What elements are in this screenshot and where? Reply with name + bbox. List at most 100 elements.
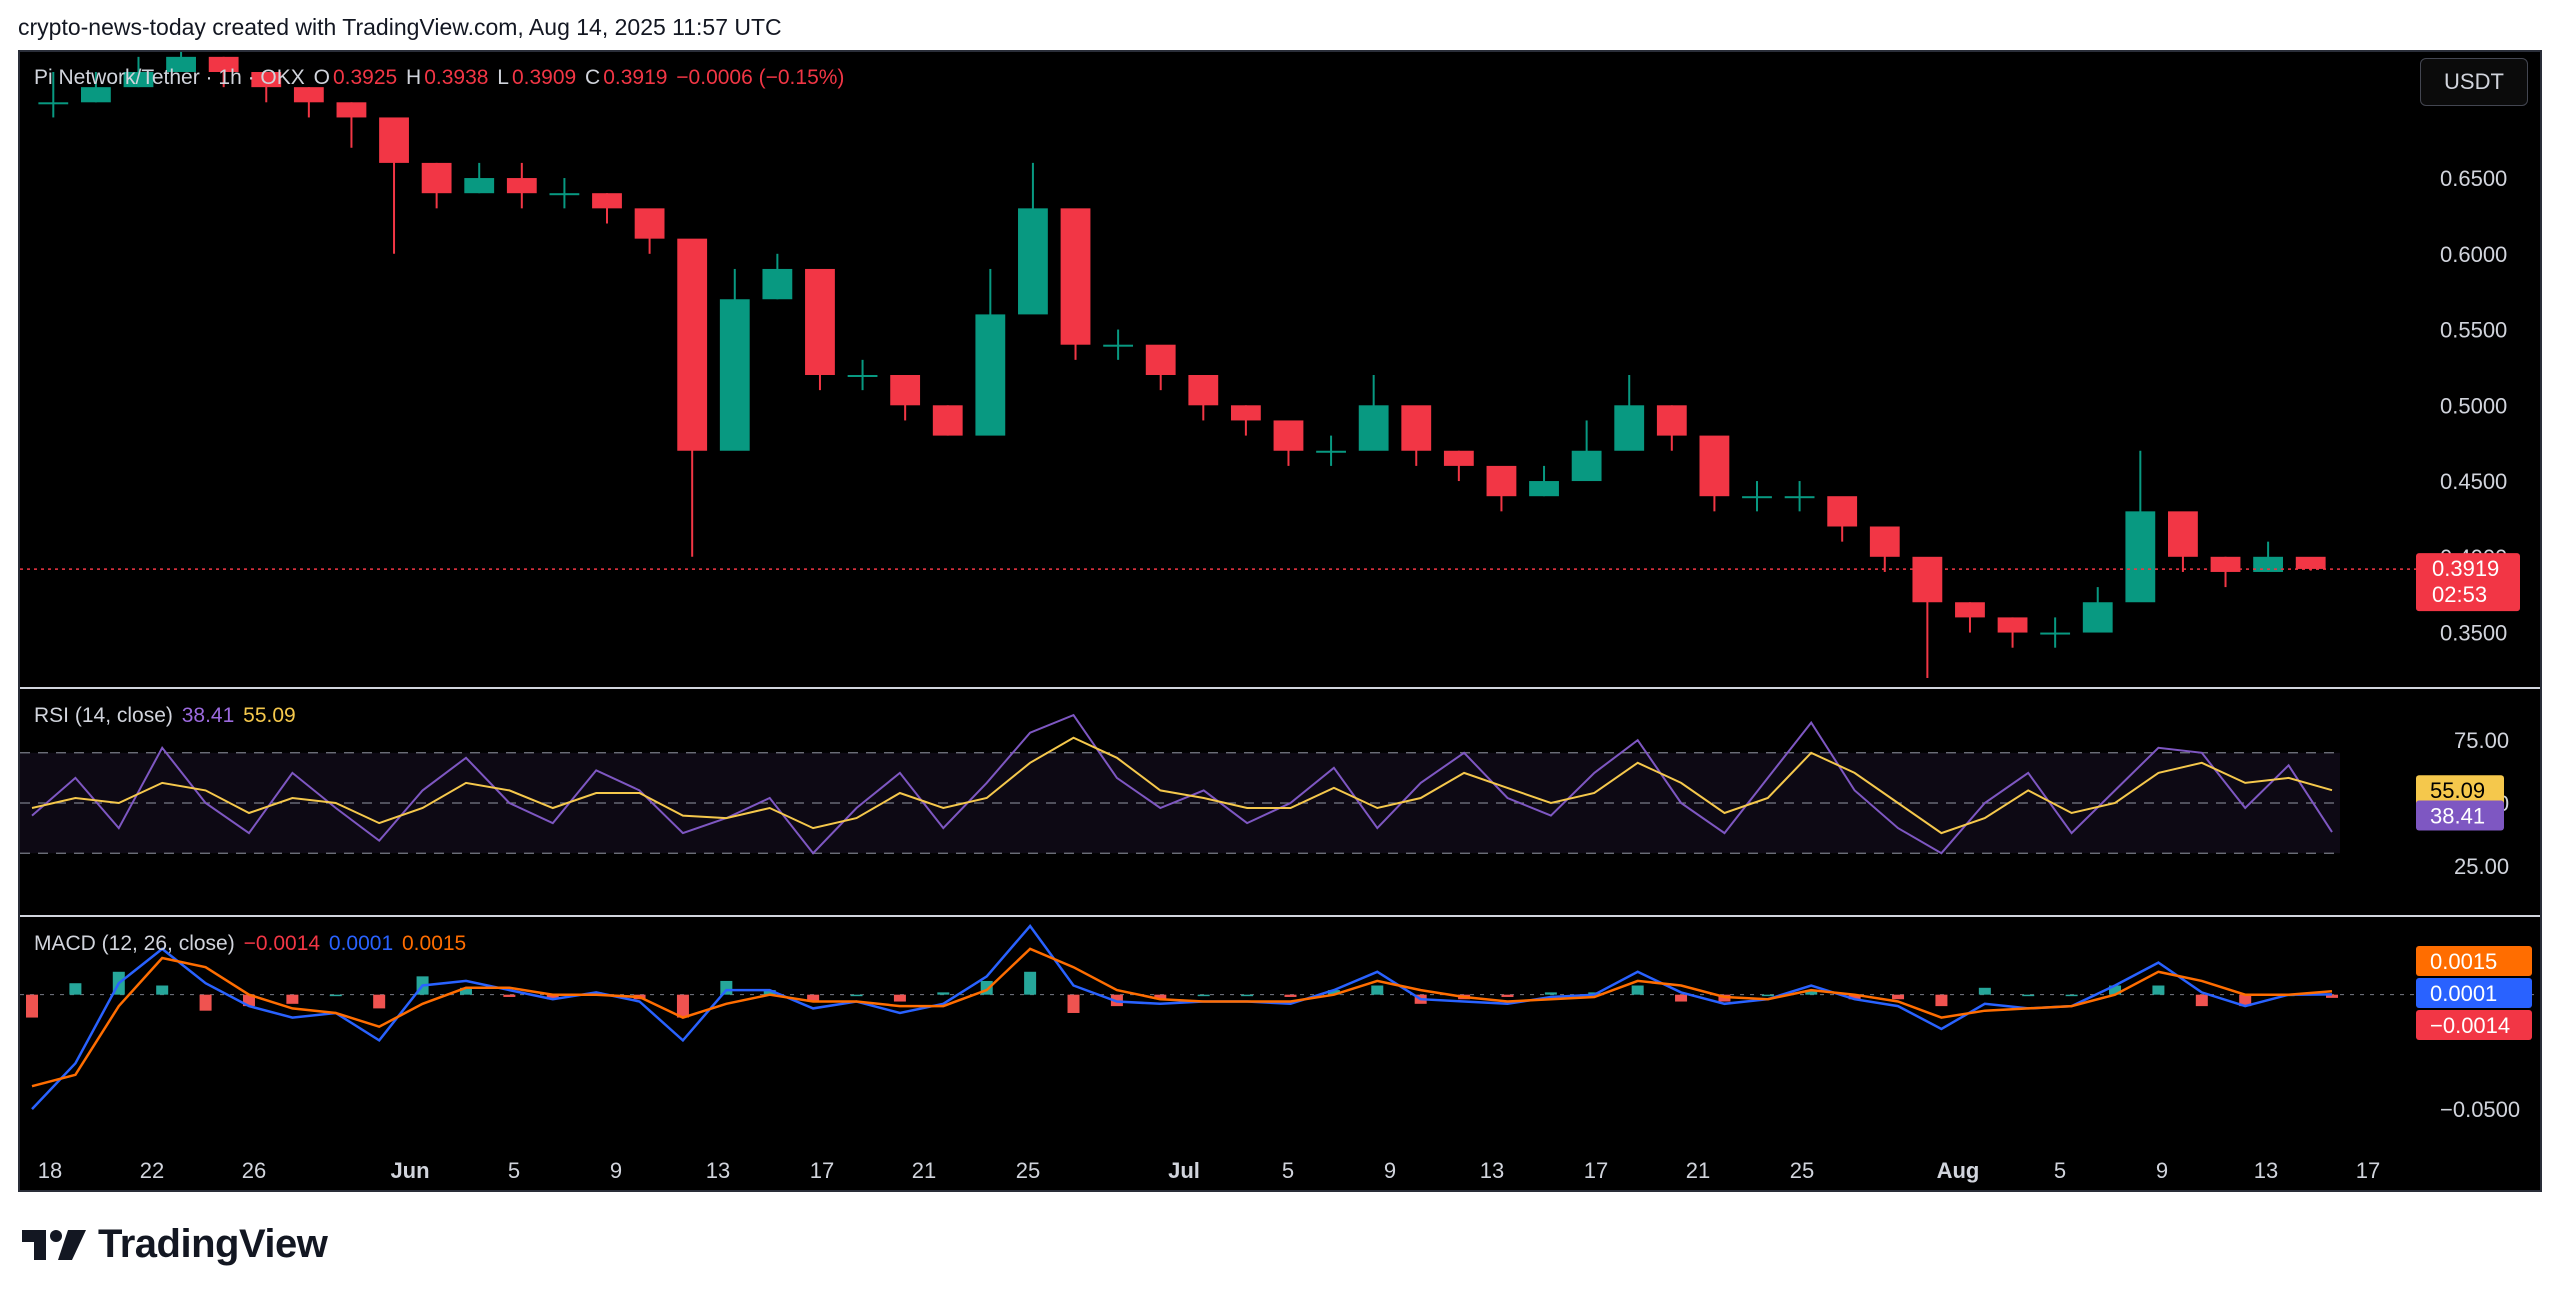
- rsi-line[interactable]: [31, 713, 2333, 855]
- last-price-tag[interactable]: [2416, 553, 2520, 612]
- candle[interactable]: [762, 253, 793, 300]
- candle[interactable]: [677, 238, 708, 557]
- candle-body: [208, 56, 239, 72]
- macd-title[interactable]: MACD (12, 26, close): [34, 932, 235, 955]
- candle[interactable]: [1955, 602, 1985, 633]
- candle[interactable]: [336, 102, 367, 148]
- rsi-ma-tag: [2416, 775, 2504, 806]
- candle[interactable]: [1784, 481, 1815, 512]
- candle[interactable]: [549, 178, 580, 209]
- candle[interactable]: [166, 52, 196, 72]
- macd-histogram-bar: [2326, 994, 2338, 998]
- macd-histogram-bar: [1241, 994, 1254, 997]
- rsi-value-tag-value: 38.41: [2430, 804, 2485, 829]
- macd-histogram-bar: [2022, 994, 2035, 997]
- macd-value-tag-value: 0.0015: [2430, 949, 2497, 974]
- last-price-tag-value: 0.3919: [2432, 556, 2499, 581]
- macd-signal-value: 0.0015: [402, 932, 467, 955]
- candle[interactable]: [2040, 617, 2071, 648]
- macd-histogram-bar: [459, 987, 472, 995]
- macd-line[interactable]: [31, 923, 2333, 1110]
- candle[interactable]: [2125, 450, 2156, 603]
- macd-histogram-bar: [893, 994, 906, 1002]
- candle[interactable]: [123, 56, 154, 88]
- candle[interactable]: [1145, 344, 1176, 391]
- candle[interactable]: [1401, 405, 1432, 466]
- candle[interactable]: [2210, 556, 2241, 588]
- candle[interactable]: [1869, 526, 1900, 572]
- candle[interactable]: [2082, 587, 2113, 633]
- candle[interactable]: [421, 162, 452, 209]
- candle[interactable]: [1614, 375, 1645, 451]
- x-axis-tick: 9: [1384, 1158, 1396, 1183]
- macd-hist-value: −0.0014: [243, 932, 321, 955]
- rsi-pane: [20, 713, 2340, 855]
- candle[interactable]: [1358, 375, 1389, 451]
- candle-body: [719, 299, 750, 451]
- symbol-label[interactable]: Pi Network/Tether · 1h · OKX: [34, 66, 305, 89]
- candle[interactable]: [932, 405, 963, 436]
- candle[interactable]: [1188, 375, 1219, 421]
- candle[interactable]: [1230, 405, 1261, 436]
- candle-body: [1614, 405, 1645, 451]
- candle[interactable]: [80, 72, 111, 103]
- macd-histogram-bar: [850, 994, 863, 997]
- candle[interactable]: [1656, 405, 1687, 451]
- candle[interactable]: [293, 87, 324, 118]
- candle[interactable]: [1699, 435, 1730, 512]
- candle[interactable]: [1443, 450, 1474, 482]
- price-axis-tick: 0.5000: [2440, 393, 2507, 418]
- x-axis-tick: 25: [1016, 1158, 1040, 1183]
- candle[interactable]: [719, 268, 750, 451]
- candle[interactable]: [592, 193, 622, 224]
- candle[interactable]: [847, 359, 878, 391]
- candle-body: [1827, 496, 1858, 527]
- macd-histogram-bar: [1501, 994, 1514, 997]
- candle-body: [1699, 435, 1730, 497]
- candle-body: [592, 193, 622, 209]
- macd-legend: MACD (12, 26, close) −0.0014 0.0001 0.00…: [34, 932, 469, 956]
- macd-histogram-bar: [546, 994, 559, 1000]
- rsi-ma-line[interactable]: [31, 736, 2333, 835]
- candle[interactable]: [38, 72, 69, 118]
- candle[interactable]: [1912, 556, 1943, 678]
- candle[interactable]: [1103, 329, 1134, 360]
- candle[interactable]: [464, 162, 495, 194]
- chart-frame[interactable]: 0.65000.60000.55000.50000.45000.40000.35…: [18, 50, 2542, 1192]
- candle[interactable]: [1486, 465, 1517, 512]
- candle[interactable]: [975, 268, 1006, 436]
- candle[interactable]: [1571, 420, 1602, 482]
- macd-histogram-bar: [286, 994, 299, 1004]
- candle[interactable]: [1060, 208, 1091, 360]
- x-axis-tick: 13: [2254, 1158, 2278, 1183]
- rsi-title[interactable]: RSI (14, close): [34, 704, 173, 727]
- candle[interactable]: [251, 72, 282, 103]
- candle[interactable]: [506, 162, 537, 209]
- candle[interactable]: [890, 375, 921, 421]
- chart-canvas[interactable]: 0.65000.60000.55000.50000.45000.40000.35…: [20, 52, 2540, 1190]
- candle[interactable]: [1827, 496, 1858, 542]
- candle[interactable]: [2168, 511, 2198, 572]
- candle[interactable]: [1316, 435, 1346, 466]
- macd-axis-tick: −0.0500: [2440, 1097, 2520, 1122]
- candle[interactable]: [1529, 465, 1559, 497]
- candle[interactable]: [1742, 481, 1772, 512]
- candle[interactable]: [1273, 420, 1304, 466]
- candle[interactable]: [2253, 541, 2284, 572]
- tradingview-logo[interactable]: TradingView: [20, 1222, 328, 1267]
- candle-body: [1486, 465, 1517, 497]
- candle-body: [379, 117, 409, 163]
- candle[interactable]: [208, 56, 239, 88]
- candle[interactable]: [1997, 617, 2028, 648]
- macd-histogram-bar: [1848, 994, 1861, 1000]
- x-axis-tick: 21: [1686, 1158, 1710, 1183]
- candle[interactable]: [379, 117, 409, 254]
- macd-signal-line[interactable]: [31, 947, 2333, 1088]
- macd-histogram-bar: [1371, 985, 1384, 995]
- candle[interactable]: [1018, 162, 1048, 315]
- currency-button[interactable]: USDT: [2420, 58, 2528, 106]
- candle[interactable]: [634, 208, 665, 254]
- macd-histogram-bar: [937, 992, 950, 995]
- macd-histogram-bar: [373, 994, 386, 1009]
- candle[interactable]: [805, 268, 835, 391]
